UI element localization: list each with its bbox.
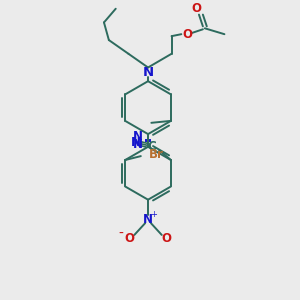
Text: O: O [191, 2, 201, 15]
Text: -: - [118, 227, 123, 241]
Text: O: O [124, 232, 134, 245]
Text: O: O [182, 28, 192, 41]
Text: O: O [162, 232, 172, 245]
Text: C: C [147, 140, 156, 153]
Text: Br: Br [148, 148, 164, 161]
Text: N: N [133, 138, 143, 151]
Text: N: N [131, 136, 141, 149]
Text: N: N [143, 213, 153, 226]
Text: N: N [142, 66, 154, 79]
Text: +: + [151, 210, 158, 219]
Text: N: N [133, 130, 143, 143]
